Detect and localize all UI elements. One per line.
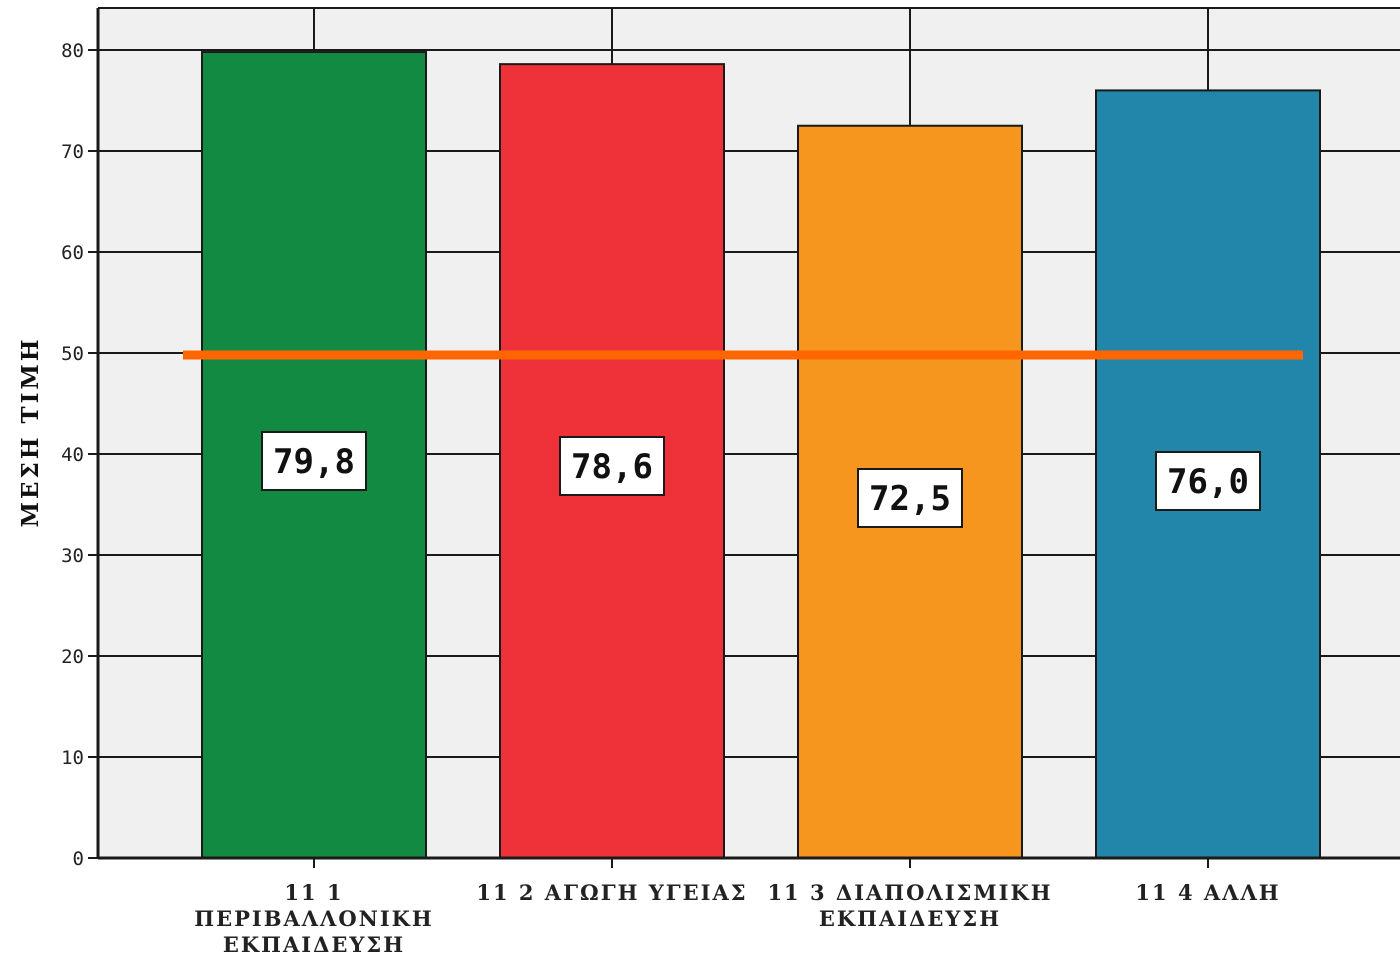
x-tick-label-line: 11 2 ΑΓΩΓΗ ΥΓΕΙΑΣ	[476, 880, 747, 905]
x-tick-label: 11 1 ΠΕΡΙΒΑΛΛΟΝΙΚΗ ΕΚΠΑΙΔΕΥΣΗ	[194, 880, 434, 954]
y-tick-label: 80	[61, 40, 84, 62]
x-tick-label: 11 3 ΔΙΑΠΟΛΙΣΜΙΚΗ ΕΚΠΑΙΔΕΥΣΗ	[767, 880, 1052, 931]
y-ticks: 0 10 20 30 40 50 60 70 80	[61, 40, 98, 870]
y-tick-label: 70	[61, 141, 84, 163]
y-tick-label: 50	[61, 343, 84, 365]
y-axis-title: ΜΕΣΗ ΤΙΜΗ	[17, 336, 44, 527]
x-tick-label-line: ΠΕΡΙΒΑΛΛΟΝΙΚΗ	[194, 906, 434, 931]
x-tick-label-line: 11 4 ΑΛΛΗ	[1135, 880, 1280, 905]
y-tick-label: 10	[61, 747, 84, 769]
value-labels: 79,8 78,6 72,5 76,0	[261, 431, 1261, 528]
x-tick-label-line: 11 1	[284, 880, 343, 905]
x-tick-label: 11 2 ΑΓΩΓΗ ΥΓΕΙΑΣ	[476, 880, 747, 905]
x-tick-label: 11 4 ΑΛΛΗ	[1135, 880, 1280, 905]
y-tick-label: 40	[61, 444, 84, 466]
y-tick-label: 0	[73, 848, 84, 870]
value-label: 72,5	[869, 479, 951, 519]
value-label: 78,6	[571, 447, 653, 487]
value-label-box	[261, 431, 367, 491]
x-tick-label-line: 11 3 ΔΙΑΠΟΛΙΣΜΙΚΗ	[767, 880, 1052, 905]
value-label-box	[857, 468, 963, 528]
value-label: 79,8	[273, 442, 355, 482]
y-tick-label: 20	[61, 646, 84, 668]
value-label-box	[559, 436, 665, 496]
x-tick-label-line: ΕΚΠΑΙΔΕΥΣΗ	[819, 906, 1001, 931]
y-tick-label: 60	[61, 242, 84, 264]
y-tick-label: 30	[61, 545, 84, 567]
value-label: 76,0	[1167, 462, 1249, 502]
x-tick-label-line: ΕΚΠΑΙΔΕΥΣΗ	[223, 932, 405, 954]
value-label-box	[1155, 451, 1261, 511]
